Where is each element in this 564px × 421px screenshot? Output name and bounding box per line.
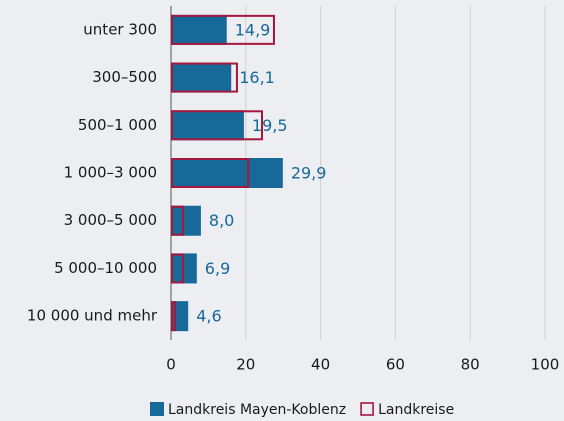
x-tick-label: 60 [386, 356, 405, 374]
bar [171, 110, 244, 141]
value-label: 14,9 [235, 20, 271, 39]
x-tick-label: 20 [236, 356, 255, 374]
y-tick-label: 1 000–3 000 [64, 164, 157, 182]
bar [171, 14, 227, 45]
bar-outline [171, 253, 185, 284]
value-label: 8,0 [209, 211, 234, 230]
x-tick-label: 40 [311, 356, 330, 374]
y-tick-label: 10 000 und mehr [27, 307, 158, 325]
y-tick-label: 500–1 000 [78, 116, 157, 134]
legend-swatch [150, 402, 164, 416]
bar [171, 205, 201, 236]
y-tick-label: 3 000–5 000 [64, 211, 157, 229]
bar-outline [171, 158, 250, 188]
bar-outline [171, 62, 238, 93]
x-tick-label: 0 [166, 356, 176, 374]
x-tick-label: 80 [461, 356, 480, 374]
bar [171, 158, 283, 188]
value-label: 16,1 [239, 68, 275, 87]
bar [171, 62, 232, 93]
legend-label: Landkreise [378, 402, 454, 418]
value-label: 19,5 [252, 116, 288, 135]
y-tick-label: 5 000–10 000 [54, 259, 157, 277]
value-label: 6,9 [205, 259, 230, 278]
bar-outline [171, 205, 185, 236]
bar-outline [171, 110, 264, 141]
legend-label: Landkreis Mayen-Koblenz [168, 402, 346, 418]
bar-outline [171, 14, 275, 45]
bar-outline [171, 301, 176, 332]
y-tick-label: unter 300 [83, 20, 157, 38]
bar [171, 301, 189, 332]
legend-swatch [360, 402, 374, 416]
value-label: 29,9 [291, 164, 327, 183]
value-label: 4,6 [196, 307, 221, 326]
x-tick-label: 100 [531, 356, 560, 374]
y-tick-label: 300–500 [92, 68, 157, 86]
